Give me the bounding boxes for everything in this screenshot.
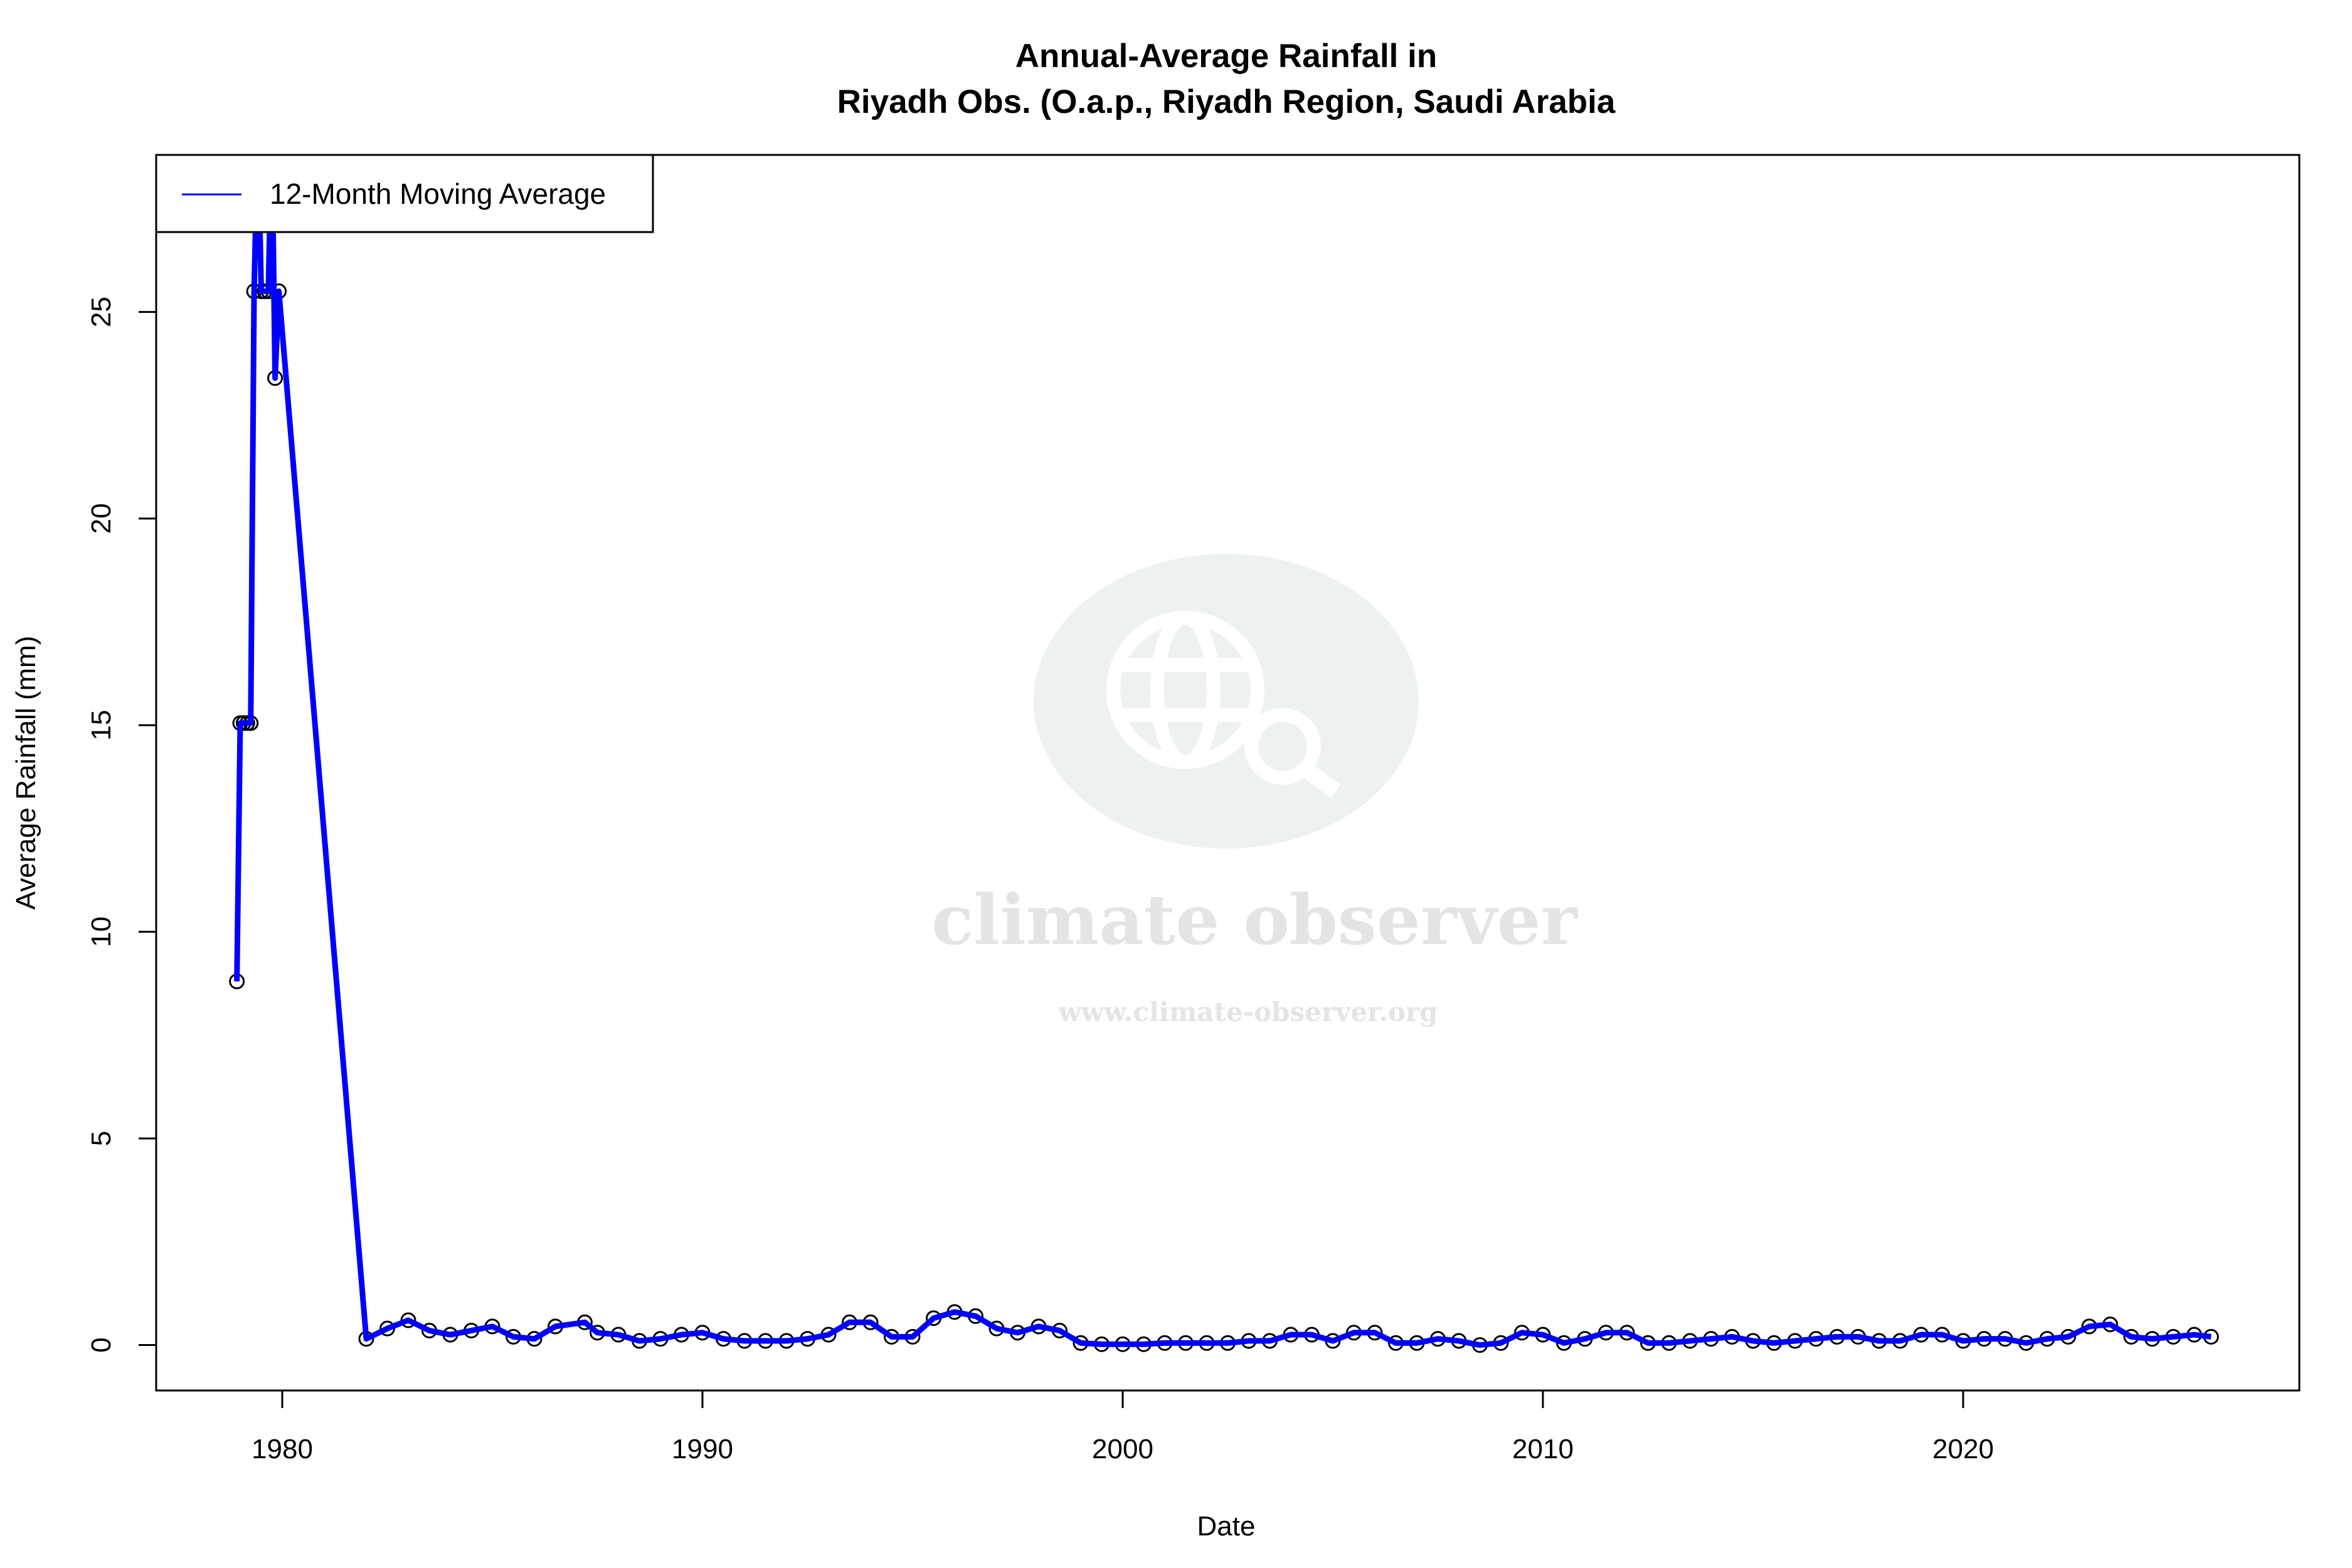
series-line <box>234 155 2212 1348</box>
watermark-name: climate observer <box>931 879 1578 960</box>
data-point <box>251 119 265 133</box>
axes: 1980 1990 2000 2010 2020 0 5 10 15 20 25 <box>86 297 1994 1465</box>
y-tick-label: 0 <box>86 1337 117 1352</box>
legend: 12-Month Moving Average <box>155 154 654 233</box>
plot-frame <box>155 154 2301 1392</box>
x-tick-label: 2000 <box>1092 1434 1153 1465</box>
plot-area <box>229 119 2219 1353</box>
watermark: climate observer www.climate-observer.or… <box>931 554 1579 1027</box>
y-tick-label: 5 <box>86 1131 117 1146</box>
x-tick-label: 2010 <box>1512 1434 1574 1465</box>
y-tick-label: 15 <box>86 710 117 741</box>
x-tick-label: 1980 <box>252 1434 313 1465</box>
watermark-logo-icon <box>1034 554 1419 849</box>
y-tick-label: 10 <box>86 916 117 947</box>
chart-title: Annual-Average Rainfall in <box>1015 38 1437 75</box>
chart-subtitle: Riyadh Obs. (O.a.p., Riyadh Region, Saud… <box>837 83 1616 120</box>
y-tick-label: 20 <box>86 503 117 534</box>
y-axis-label: Average Rainfall (mm) <box>11 636 41 910</box>
y-tick-label: 25 <box>86 297 117 327</box>
x-axis-label: Date <box>1197 1511 1256 1542</box>
data-point <box>265 119 278 133</box>
legend-entry: 12-Month Moving Average <box>270 177 606 210</box>
watermark-url: www.climate-observer.org <box>1058 997 1438 1027</box>
x-tick-label: 1990 <box>672 1434 733 1465</box>
globe-magnifier-icon <box>1106 611 1341 798</box>
x-tick-label: 2020 <box>1932 1434 1994 1465</box>
